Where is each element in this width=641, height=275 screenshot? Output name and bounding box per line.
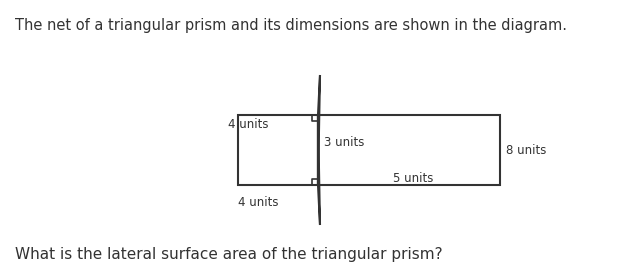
Text: What is the lateral surface area of the triangular prism?: What is the lateral surface area of the … — [15, 247, 443, 262]
Text: 8 units: 8 units — [506, 144, 546, 156]
Text: 5 units: 5 units — [393, 172, 433, 185]
Text: 4 units: 4 units — [238, 196, 278, 208]
Text: The net of a triangular prism and its dimensions are shown in the diagram.: The net of a triangular prism and its di… — [15, 18, 567, 33]
Text: 3 units: 3 units — [324, 136, 364, 148]
Text: 4 units: 4 units — [228, 118, 268, 131]
